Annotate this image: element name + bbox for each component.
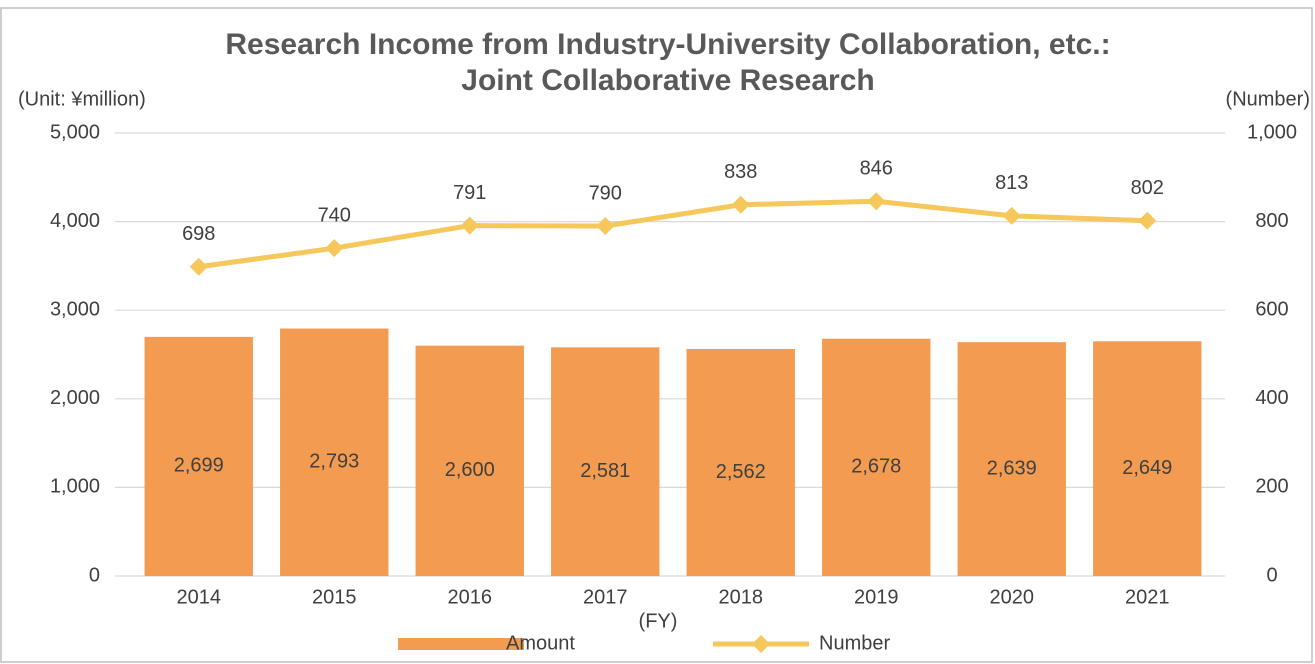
y-tick-label: 2,000 <box>50 387 100 409</box>
data-label: 802 <box>1131 177 1164 199</box>
data-label: 698 <box>182 223 215 245</box>
data-label: 791 <box>453 182 486 204</box>
x-axis-label: (FY) <box>639 610 678 632</box>
legend-label: Amount <box>506 632 575 654</box>
bar <box>822 338 931 576</box>
y-tick-label: 1,000 <box>50 476 100 498</box>
chart-title: Research Income from Industry-University… <box>225 28 1110 61</box>
x-tick-label: 2018 <box>719 586 764 608</box>
line-marker <box>189 257 208 276</box>
x-tick-label: 2016 <box>448 586 493 608</box>
legend-swatch <box>398 638 524 650</box>
line <box>198 198 1148 270</box>
bar <box>551 347 660 576</box>
y-tick-label: 600 <box>1255 298 1288 320</box>
data-label: 2,649 <box>1122 457 1172 479</box>
y2-axis-label: (Number) <box>1226 88 1310 110</box>
data-label: 813 <box>995 172 1028 194</box>
y-tick-label: 0 <box>1266 564 1277 586</box>
data-label: 2,639 <box>987 457 1037 479</box>
bar <box>957 342 1066 576</box>
x-tick-label: 2015 <box>312 586 357 608</box>
x-tick-label: 2014 <box>177 586 222 608</box>
line-marker <box>867 192 886 211</box>
bar <box>1093 341 1202 576</box>
data-label: 2,562 <box>716 461 766 483</box>
data-label: 2,678 <box>851 456 901 478</box>
bar <box>144 336 253 576</box>
data-label: 846 <box>860 158 893 180</box>
bar <box>415 345 524 576</box>
data-label: 2,581 <box>580 460 630 482</box>
legend-swatch <box>752 635 770 653</box>
y-tick-label: 1,000 <box>1247 121 1297 143</box>
data-label: 2,699 <box>174 455 224 477</box>
x-tick-label: 2020 <box>990 586 1035 608</box>
line-marker <box>1138 211 1157 230</box>
bar <box>686 349 795 576</box>
legend-label: Number <box>819 632 890 654</box>
y-axis-label: (Unit: ¥million) <box>18 88 146 110</box>
bar <box>280 328 389 576</box>
data-label: 838 <box>724 161 757 183</box>
y-tick-label: 400 <box>1255 387 1288 409</box>
y-tick-label: 200 <box>1255 476 1288 498</box>
line-marker <box>460 216 479 235</box>
y-tick-label: 5,000 <box>50 121 100 143</box>
y-tick-label: 800 <box>1255 210 1288 232</box>
line-marker <box>596 217 615 236</box>
y-tick-label: 0 <box>89 564 100 586</box>
data-label: 2,793 <box>309 451 359 473</box>
x-tick-label: 2019 <box>854 586 899 608</box>
data-label: 740 <box>318 204 351 226</box>
data-label: 790 <box>589 182 622 204</box>
x-tick-label: 2017 <box>583 586 628 608</box>
data-label: 2,600 <box>445 459 495 481</box>
y-tick-label: 3,000 <box>50 298 100 320</box>
line-marker <box>731 195 750 214</box>
x-tick-label: 2021 <box>1125 586 1170 608</box>
line-marker <box>325 239 344 258</box>
chart-title: Joint Collaborative Research <box>461 64 874 97</box>
y-tick-label: 4,000 <box>50 210 100 232</box>
line-marker <box>1002 206 1021 225</box>
